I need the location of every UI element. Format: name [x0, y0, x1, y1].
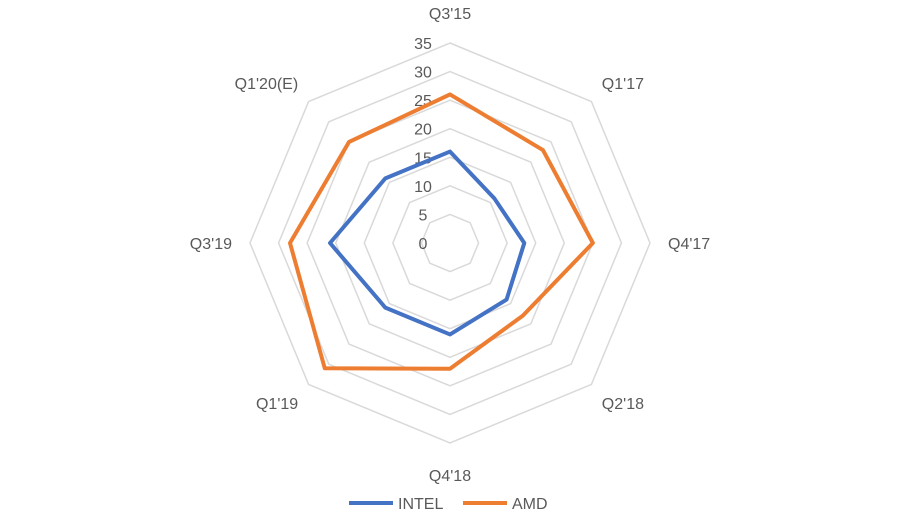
grid-ring-15	[363, 156, 537, 330]
grid-ring-10	[392, 185, 508, 301]
legend-label-intel: INTEL	[398, 496, 443, 513]
series-line-intel	[328, 149, 527, 337]
category-label: Q4'18	[429, 468, 471, 485]
category-label: Q2'18	[602, 396, 644, 413]
category-label: Q1'20(E)	[235, 76, 299, 93]
grid-ring-30	[277, 70, 623, 416]
grid-ring-20	[334, 127, 566, 359]
grid-layer	[249, 42, 651, 444]
tick-label: 30	[414, 65, 432, 82]
series-line-amd	[288, 92, 595, 371]
category-label: Q3'19	[190, 236, 232, 253]
category-label: Q3'15	[429, 6, 471, 23]
category-labels: Q3'15 Q1'17 Q4'17 Q2'18 Q4'18 Q1'19 Q3'19 Q1'20…	[190, 6, 711, 485]
category-label: Q4'17	[668, 236, 710, 253]
tick-label: 20	[414, 122, 432, 139]
tick-label: 5	[419, 207, 428, 224]
grid-ring-5	[420, 213, 480, 273]
tick-label: 35	[414, 36, 432, 53]
series-layer	[288, 92, 595, 371]
tick-label: 0	[419, 236, 428, 253]
grid-ring-35	[249, 42, 651, 444]
legend: INTEL AMD	[349, 496, 548, 513]
category-label: Q1'17	[602, 76, 644, 93]
category-label: Q1'19	[256, 396, 298, 413]
tick-label: 10	[414, 179, 432, 196]
legend-label-amd: AMD	[512, 496, 548, 513]
grid-ring-25	[306, 99, 594, 387]
